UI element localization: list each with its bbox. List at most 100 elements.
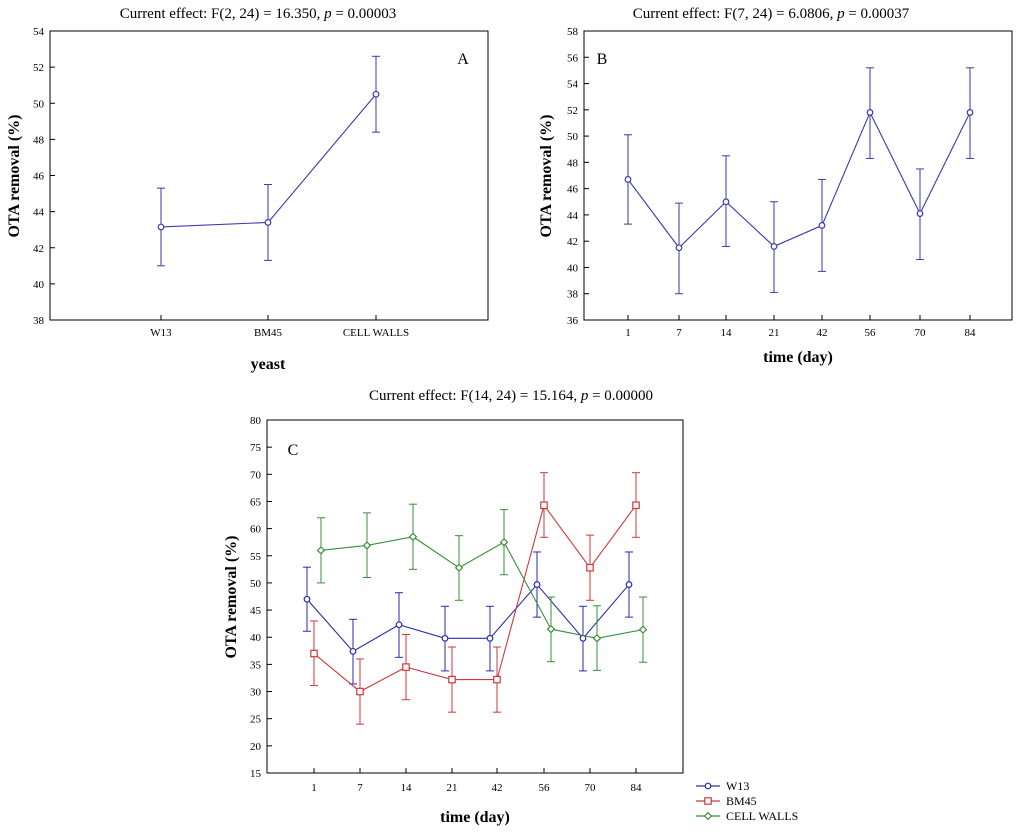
panel-c-x-ticks: 1 7 14 21 42 56 70 84 [311, 768, 642, 794]
data-point [866, 109, 874, 116]
x-tick-label: 56 [865, 327, 877, 339]
x-tick-label: 7 [676, 327, 682, 339]
data-point [624, 176, 632, 183]
y-tick-label: 50 [33, 98, 45, 110]
data-point [770, 243, 778, 250]
y-tick-label: 48 [567, 157, 579, 169]
x-tick-label: 70 [915, 327, 927, 339]
panel-c-y-ticks: 15 20 25 30 35 40 45 50 55 60 65 70 75 80 [250, 415, 272, 780]
data-point [454, 563, 464, 572]
panel-c-marks [303, 472, 648, 725]
panel-b: Current effect: F(7, 24) = 6.0806, p = 0… [538, 6, 1013, 366]
y-tick-label: 48 [33, 134, 45, 146]
y-tick-label: 44 [567, 210, 579, 222]
legend-label: W13 [726, 779, 749, 793]
y-tick-label: 70 [250, 469, 262, 481]
data-point [349, 647, 357, 655]
data-point [638, 625, 648, 634]
panel-c-title: Current effect: F(14, 24) = 15.164, p = … [369, 388, 653, 404]
panel-a-x-axis-label: yeast [251, 356, 286, 373]
panel-b-y-ticks: 36 38 40 42 44 46 48 50 52 54 56 58 [567, 26, 589, 327]
x-tick-label: 42 [492, 782, 503, 794]
panel-c-letter: C [288, 442, 299, 459]
panel-b-letter: B [597, 51, 608, 68]
x-tick-label: 14 [401, 782, 413, 794]
data-point [966, 109, 974, 116]
x-tick-label: 84 [631, 782, 643, 794]
x-tick-label: 21 [769, 327, 780, 339]
panel-b-x-axis-label: time (day) [763, 349, 833, 366]
y-tick-label: 54 [33, 26, 45, 38]
y-tick-label: 46 [567, 184, 579, 196]
y-tick-label: 20 [250, 741, 262, 753]
y-tick-label: 52 [567, 105, 578, 117]
data-point [675, 244, 683, 252]
data-point [486, 634, 494, 642]
y-tick-label: 65 [250, 496, 262, 508]
data-point [157, 223, 165, 231]
data-point [586, 563, 594, 572]
x-tick-label: 1 [625, 327, 631, 339]
data-point [625, 581, 633, 588]
y-tick-label: 38 [567, 289, 579, 301]
x-tick-label: 42 [817, 327, 828, 339]
x-tick-label: CELL WALLS [343, 327, 409, 339]
data-point [448, 675, 456, 684]
y-tick-label: 52 [33, 62, 44, 74]
panel-a: Current effect: F(2, 24) = 16.350, p = 0… [6, 6, 489, 373]
legend-marker [703, 811, 713, 821]
y-tick-label: 54 [567, 79, 579, 91]
y-tick-label: 35 [250, 659, 262, 671]
y-tick-label: 30 [250, 687, 262, 699]
data-point [316, 546, 326, 555]
y-tick-label: 50 [250, 578, 262, 590]
data-point [356, 687, 364, 696]
series-line-w13 [306, 583, 630, 653]
data-point [402, 663, 410, 671]
x-tick-label: 1 [311, 782, 317, 794]
data-point [533, 581, 541, 588]
y-tick-label: 55 [250, 551, 262, 563]
y-tick-label: 80 [250, 415, 262, 427]
y-tick-label: 42 [33, 243, 44, 255]
y-tick-label: 38 [33, 315, 45, 327]
panel-a-letter: A [457, 51, 469, 68]
data-point [499, 537, 509, 547]
data-point [632, 501, 640, 510]
series-line-ota-removal [627, 111, 971, 249]
legend-marker [704, 782, 712, 790]
panel-a-y-ticks: 38 40 42 44 46 48 50 52 54 [33, 26, 55, 327]
x-tick-label: 84 [965, 327, 977, 339]
data-point [408, 532, 418, 542]
y-tick-label: 45 [250, 605, 262, 617]
data-point [493, 675, 501, 684]
y-tick-label: 40 [33, 279, 45, 291]
series-line-bm45 [313, 504, 637, 693]
y-tick-label: 15 [250, 768, 262, 780]
y-tick-label: 46 [33, 171, 45, 183]
x-tick-label: 14 [721, 327, 733, 339]
y-tick-label: 36 [567, 315, 579, 327]
x-tick-label: W13 [150, 327, 172, 339]
legend-marker [704, 797, 712, 805]
panel-a-plot-frame [49, 30, 489, 321]
data-point [592, 634, 602, 643]
data-point [264, 219, 272, 226]
y-tick-label: 40 [250, 632, 262, 644]
data-point [546, 624, 556, 634]
y-tick-label: 50 [567, 131, 579, 143]
panel-b-title: Current effect: F(7, 24) = 6.0806, p = 0… [633, 6, 910, 22]
data-point [372, 90, 380, 98]
panel-a-x-ticks: W13 BM45 CELL WALLS [150, 315, 409, 339]
data-point [310, 649, 318, 658]
y-tick-label: 56 [567, 52, 579, 64]
y-tick-label: 75 [250, 442, 262, 454]
y-tick-label: 60 [250, 524, 262, 536]
panel-c-plot-frame [266, 419, 684, 774]
data-point [395, 621, 403, 629]
data-point [818, 222, 826, 229]
x-tick-label: 70 [585, 782, 597, 794]
data-point [540, 501, 548, 510]
series-line-cell-walls [320, 536, 644, 639]
